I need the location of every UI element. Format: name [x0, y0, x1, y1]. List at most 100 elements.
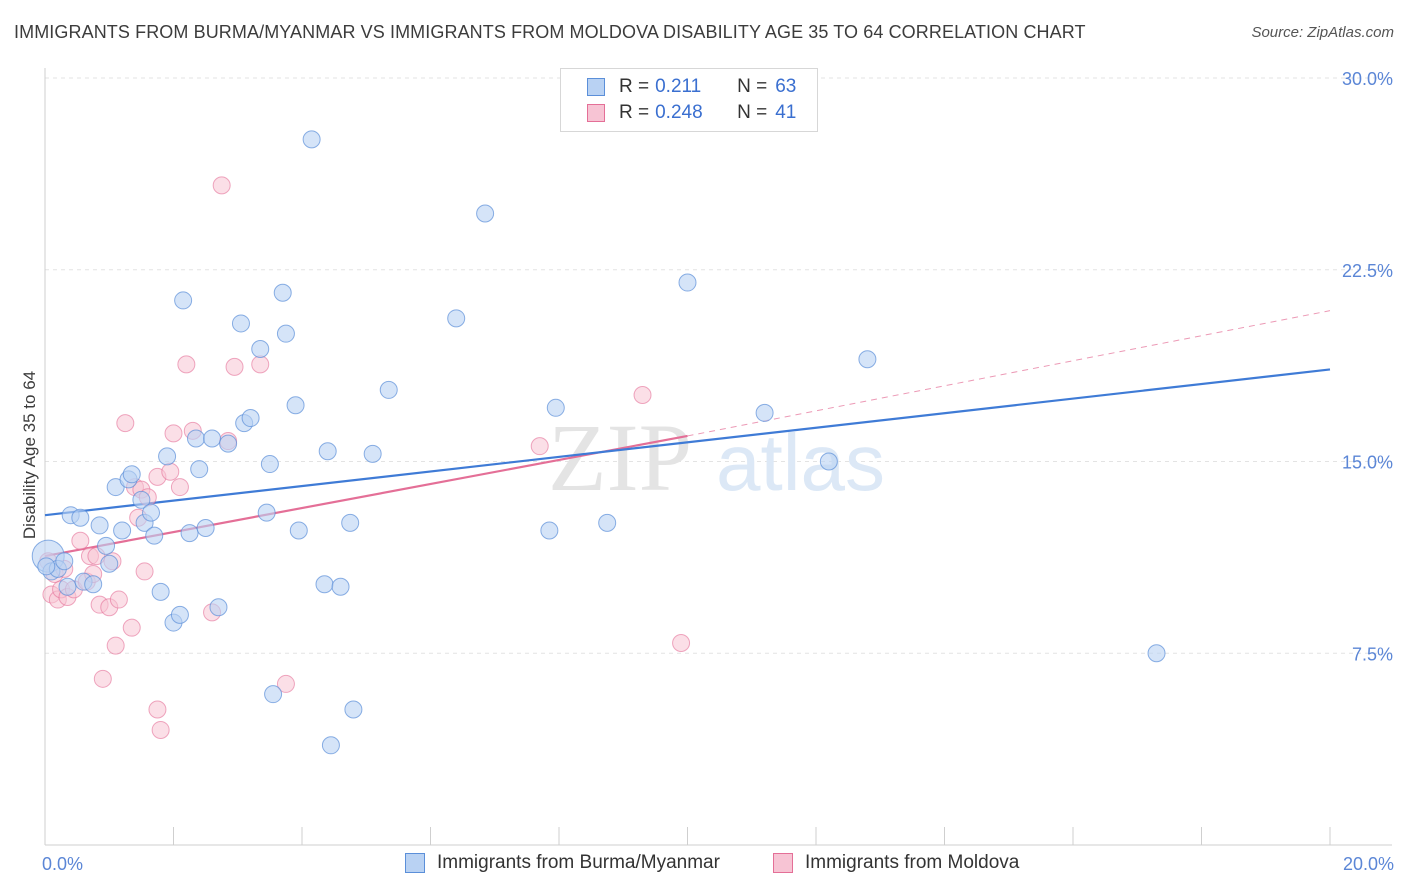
legend-n-label: N =: [737, 76, 768, 97]
data-point-burma: [186, 429, 205, 448]
data-point-burma: [58, 577, 77, 596]
data-point-burma: [546, 398, 565, 417]
data-point-burma: [37, 557, 56, 576]
data-point-burma: [231, 314, 250, 333]
source-note: Source: ZipAtlas.com: [1251, 24, 1394, 41]
y-tick-label: 7.5%: [1352, 644, 1393, 664]
data-point-moldova: [148, 700, 167, 719]
data-point-burma: [203, 429, 222, 448]
data-point-burma: [97, 536, 116, 555]
data-point-moldova: [177, 355, 196, 374]
data-point-moldova: [135, 562, 154, 581]
data-point-burma: [819, 452, 838, 471]
data-point-burma: [540, 521, 559, 540]
data-point-burma: [251, 340, 270, 359]
data-point-burma: [755, 403, 774, 422]
series-legend: Immigrants from Burma/Myanmar Immigrants…: [0, 852, 1406, 878]
data-point-burma: [241, 409, 260, 428]
trend-extension-moldova: [687, 310, 1331, 437]
data-point-burma: [260, 455, 279, 474]
data-point-moldova: [672, 634, 691, 653]
data-point-burma: [447, 309, 466, 328]
data-point-burma: [344, 700, 363, 719]
legend-swatch-burma: [405, 853, 425, 873]
data-point-burma: [286, 396, 305, 415]
data-point-burma: [196, 518, 215, 537]
data-point-burma: [170, 605, 189, 624]
y-tick-label: 15.0%: [1342, 453, 1393, 473]
data-point-burma: [476, 204, 495, 223]
axes: [44, 68, 1392, 846]
data-point-burma: [174, 291, 193, 310]
data-point-burma: [219, 434, 238, 453]
data-point-moldova: [225, 357, 244, 376]
stats-legend: R = 0.211 N = 63 R = 0.248 N = 41: [560, 68, 818, 132]
data-point-burma: [90, 516, 109, 535]
tick-labels: 7.5% 15.0% 22.5% 30.0% 0.0% 20.0%: [42, 69, 1394, 874]
data-point-burma: [858, 350, 877, 369]
legend-label-burma: Immigrants from Burma/Myanmar: [437, 852, 720, 873]
legend-n-value: 63: [775, 76, 797, 97]
data-points: [31, 130, 1166, 755]
legend-swatch-burma: [587, 78, 605, 96]
data-point-moldova: [116, 414, 135, 433]
data-point-moldova: [106, 636, 125, 655]
data-point-burma: [1147, 644, 1166, 663]
data-point-burma: [84, 575, 103, 594]
data-point-moldova: [212, 176, 231, 195]
data-point-burma: [151, 582, 170, 601]
trend-line-burma: [44, 368, 1331, 517]
data-point-moldova: [170, 478, 189, 497]
legend-n-label: N =: [737, 102, 768, 123]
data-point-burma: [289, 521, 308, 540]
legend-label-moldova: Immigrants from Moldova: [805, 852, 1020, 873]
grid: [45, 77, 1392, 654]
data-point-burma: [273, 283, 292, 302]
data-point-burma: [100, 554, 119, 573]
data-point-moldova: [151, 720, 170, 739]
data-point-burma: [158, 447, 177, 466]
data-point-burma: [132, 490, 151, 509]
legend-row-moldova: R = 0.248 N = 41: [587, 101, 796, 125]
data-point-burma: [598, 513, 617, 532]
data-point-moldova: [161, 462, 180, 481]
data-point-burma: [190, 460, 209, 479]
data-point-moldova: [251, 355, 270, 374]
data-point-moldova: [530, 437, 549, 456]
legend-swatch-moldova: [587, 104, 605, 122]
data-point-moldova: [71, 531, 90, 550]
legend-row-burma: R = 0.211 N = 63: [587, 75, 796, 99]
data-point-burma: [71, 508, 90, 527]
data-point-burma: [145, 526, 164, 545]
y-tick-label: 30.0%: [1342, 69, 1393, 89]
legend-item-moldova[interactable]: Immigrants from Moldova: [773, 852, 1019, 874]
x-tick-label: 20.0%: [1343, 854, 1394, 874]
data-point-burma: [122, 465, 141, 484]
data-point-burma: [341, 513, 360, 532]
data-point-moldova: [633, 386, 652, 405]
data-point-burma: [321, 736, 340, 755]
data-point-burma: [257, 503, 276, 522]
data-point-burma: [363, 444, 382, 463]
legend-r-label: R =: [619, 76, 650, 97]
data-point-burma: [142, 503, 161, 522]
x-tick-label: 0.0%: [42, 854, 83, 874]
data-point-moldova: [164, 424, 183, 443]
legend-swatch-moldova: [773, 853, 793, 873]
data-point-burma: [379, 380, 398, 399]
legend-item-burma[interactable]: Immigrants from Burma/Myanmar: [405, 852, 720, 874]
data-point-moldova: [93, 669, 112, 688]
data-point-burma: [331, 577, 350, 596]
watermark-atlas: atlas: [716, 418, 885, 507]
legend-r-value: 0.211: [655, 76, 702, 97]
chart-title: IMMIGRANTS FROM BURMA/MYANMAR VS IMMIGRA…: [14, 22, 1086, 42]
legend-n-value: 41: [775, 102, 797, 123]
data-point-burma: [264, 685, 283, 704]
data-point-burma: [678, 273, 697, 292]
data-point-burma: [276, 324, 295, 343]
data-point-burma: [180, 524, 199, 543]
data-point-burma: [209, 598, 228, 617]
data-point-moldova: [122, 618, 141, 637]
legend-r-value: 0.248: [655, 102, 703, 123]
